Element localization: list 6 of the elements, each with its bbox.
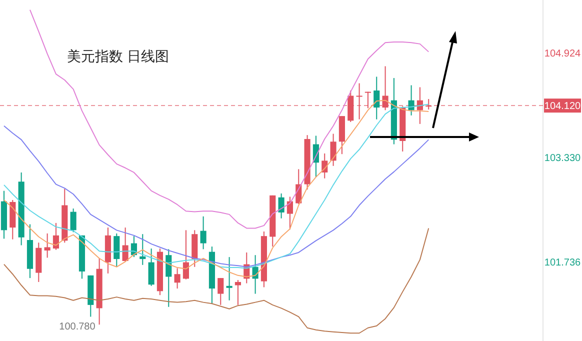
- annotation: 100.780: [59, 322, 96, 333]
- text: 美元指数 日线图: [67, 48, 169, 64]
- y-tick-label: 103.330: [544, 152, 582, 164]
- y-tick-label: 101.736: [544, 257, 582, 268]
- y-tick-label: 104.924: [544, 48, 582, 60]
- ref-line-label: 104.120: [544, 101, 582, 112]
